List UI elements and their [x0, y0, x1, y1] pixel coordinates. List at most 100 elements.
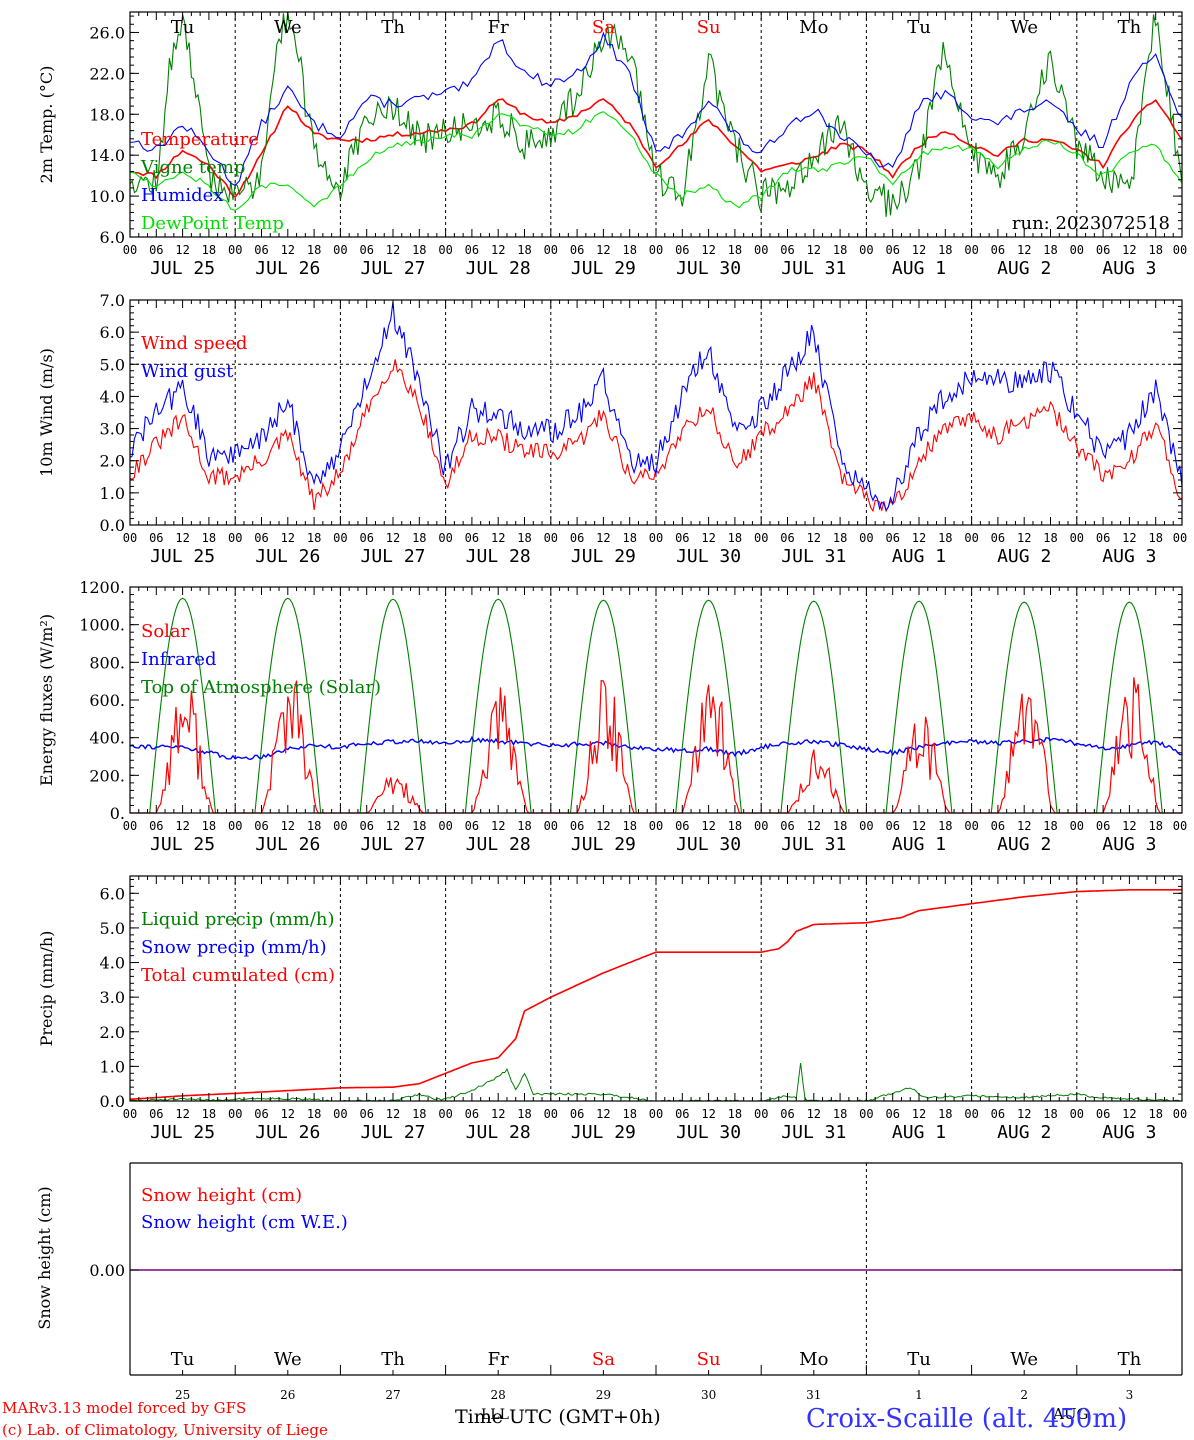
- snow-panel-ylabel: Snow height (cm): [35, 1186, 54, 1329]
- snow-panel-weekday-label: Sa: [592, 1349, 615, 1370]
- temp-panel-hour-label: 12: [1017, 243, 1031, 257]
- temp-panel-ylabel: 2m Temp. (°C): [37, 66, 56, 184]
- wind-panel-hour-label: 06: [675, 531, 689, 545]
- precip-panel-hour-label: 06: [570, 1107, 584, 1121]
- snow-panel-weekday-label: Th: [381, 1349, 405, 1370]
- energy-panel-ytick-label: 1200.: [79, 578, 125, 597]
- precip-panel-hour-label: 12: [701, 1107, 715, 1121]
- axes-layer: [129, 11, 1183, 1376]
- wind-panel-hour-label: 18: [202, 531, 216, 545]
- wind-panel-hour-label: 12: [701, 531, 715, 545]
- temp-panel-hour-label: 12: [1122, 243, 1136, 257]
- wind-panel-hour-label: 12: [596, 531, 610, 545]
- wind-panel-hour-label: 12: [1017, 531, 1031, 545]
- temp-panel-hour-label: 00: [1070, 243, 1084, 257]
- footer-credit-line1: MARv3.13 model forced by GFS: [2, 1399, 246, 1417]
- precip-panel-hour-label: 18: [938, 1107, 952, 1121]
- energy-panel-hour-label: 12: [912, 819, 926, 833]
- energy-panel-hour-label: 12: [281, 819, 295, 833]
- precip-panel-hour-label: 18: [1148, 1107, 1162, 1121]
- energy-panel-hour-label: 18: [1148, 819, 1162, 833]
- precip-panel-hour-label: 12: [1017, 1107, 1031, 1121]
- temp-panel-day-label: JUL 26: [255, 258, 320, 279]
- precip-panel-hour-label: 00: [438, 1107, 452, 1121]
- energy-panel-ylabel: Energy fluxes (W/m²): [37, 614, 56, 786]
- precip-panel-day-label: JUL 29: [571, 1122, 636, 1143]
- precip-panel-day-label: JUL 27: [360, 1122, 425, 1143]
- temp-panel-ytick-label: 26.0: [89, 23, 125, 42]
- energy-panel-day-label: JUL 30: [676, 834, 741, 855]
- precip-panel-hour-label: 18: [412, 1107, 426, 1121]
- temp-panel-weekday-label: Tu: [171, 17, 195, 38]
- wind-panel-hour-label: 12: [491, 531, 505, 545]
- precip-panel-hour-label: 18: [728, 1107, 742, 1121]
- energy-panel-legend-entry: Top of Atmosphere (Solar): [141, 677, 381, 698]
- energy-panel-hour-label: 18: [307, 819, 321, 833]
- temp-panel-series-2: [129, 31, 1183, 187]
- wind-panel-hour-label: 12: [386, 531, 400, 545]
- precip-panel-day-label: AUG 3: [1102, 1122, 1156, 1143]
- precip-panel-day-label: JUL 26: [255, 1122, 320, 1143]
- temp-panel-series-3: [129, 111, 1183, 211]
- temp-panel-ytick-label: 18.0: [89, 105, 125, 124]
- precip-panel-legend-entry: Snow precip (mm/h): [141, 937, 327, 958]
- energy-panel-hour-label: 06: [991, 819, 1005, 833]
- wind-panel-ytick-label: 7.0: [100, 291, 125, 310]
- energy-panel-ytick-label: 0.: [110, 804, 125, 823]
- snow-panel-day-number: 28: [491, 1388, 506, 1402]
- snow-panel-weekday-label: We: [274, 1349, 302, 1370]
- energy-panel-hour-label: 18: [622, 819, 636, 833]
- temp-panel-run-label: run: 2023072518: [1012, 213, 1170, 234]
- energy-panel-hour-label: 06: [1096, 819, 1110, 833]
- temp-panel-ytick-label: 10.0: [89, 187, 125, 206]
- temp-panel-weekday-label: Th: [381, 17, 405, 38]
- text-layer: 6.010.014.018.022.026.02m Temp. (°C)Tu We…: [35, 17, 1187, 1402]
- wind-panel-hour-label: 18: [1148, 531, 1162, 545]
- energy-panel-hour-label: 00: [964, 819, 978, 833]
- precip-panel-hour-label: 00: [544, 1107, 558, 1121]
- precip-panel-day-label: JUL 31: [781, 1122, 846, 1143]
- snow-panel-legend-entry: Snow height (cm W.E.): [141, 1212, 348, 1233]
- wind-panel-legend-entry: Wind speed: [141, 333, 247, 354]
- wind-panel-hour-label: 06: [149, 531, 163, 545]
- station-name: Croix-Scaille (alt. 450m): [806, 1404, 1127, 1434]
- energy-panel-hour-label: 12: [596, 819, 610, 833]
- temp-panel-hour-label: 00: [123, 243, 137, 257]
- energy-panel-hour-label: 12: [386, 819, 400, 833]
- temp-panel-day-label: JUL 29: [571, 258, 636, 279]
- wind-panel-hour-label: 06: [780, 531, 794, 545]
- energy-panel-day-label: JUL 28: [466, 834, 531, 855]
- temp-panel-ytick-label: 14.0: [89, 146, 125, 165]
- temp-panel-hour-label: 18: [517, 243, 531, 257]
- temp-panel-hour-label: 12: [491, 243, 505, 257]
- precip-panel-hour-label: 06: [780, 1107, 794, 1121]
- energy-panel-day-label: JUL 26: [255, 834, 320, 855]
- temp-panel-weekday-label: We: [1010, 17, 1038, 38]
- precip-panel-ytick-label: 6.0: [100, 884, 125, 903]
- precip-panel-hour-label: 06: [675, 1107, 689, 1121]
- wind-panel-hour-label: 12: [807, 531, 821, 545]
- wind-panel-hour-label: 06: [465, 531, 479, 545]
- wind-panel-hour-label: 00: [1070, 531, 1084, 545]
- snow-panel-day-number: 3: [1126, 1388, 1134, 1402]
- snow-panel-day-number: 2: [1020, 1388, 1028, 1402]
- precip-panel-hour-label: 06: [885, 1107, 899, 1121]
- snow-panel-day-number: 1: [915, 1388, 923, 1402]
- temp-panel-hour-label: 06: [149, 243, 163, 257]
- energy-panel-hour-label: 12: [807, 819, 821, 833]
- temp-panel-hour-label: 06: [254, 243, 268, 257]
- xaxis-title-overlap: LLL: [481, 1407, 509, 1423]
- temp-panel-weekday-label: Sa: [592, 17, 615, 38]
- wind-panel-hour-label: 18: [938, 531, 952, 545]
- wind-panel-frame: [129, 299, 1183, 526]
- precip-panel-hour-label: 12: [491, 1107, 505, 1121]
- wind-panel-day-label: JUL 29: [571, 546, 636, 567]
- energy-panel-hour-label: 06: [675, 819, 689, 833]
- snow-panel-day-number: 31: [806, 1388, 821, 1402]
- temp-panel-hour-label: 06: [570, 243, 584, 257]
- temp-panel-legend-entry: Temperature: [141, 129, 259, 150]
- precip-panel-day-label: JUL 28: [466, 1122, 531, 1143]
- temp-panel-day-label: JUL 28: [466, 258, 531, 279]
- energy-panel-hour-label: 06: [780, 819, 794, 833]
- wind-panel-series-1: [129, 301, 1183, 512]
